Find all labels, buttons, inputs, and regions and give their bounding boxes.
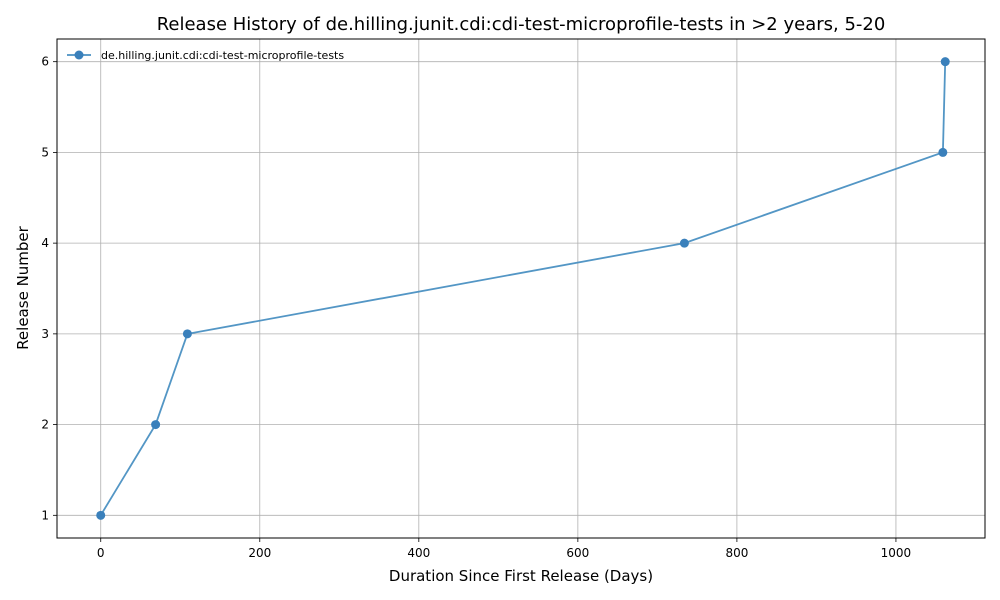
legend-marker-swatch xyxy=(74,50,84,60)
y-tick-label: 6 xyxy=(41,55,49,69)
series-line xyxy=(99,61,947,516)
y-tick-label: 3 xyxy=(41,327,49,341)
series-layer xyxy=(96,57,950,520)
y-tick-label: 2 xyxy=(41,418,49,432)
y-tick-label: 5 xyxy=(41,145,49,159)
data-point xyxy=(182,329,192,339)
y-axis-ticks: 1 2 3 4 5 6 xyxy=(41,55,57,522)
grid-lines xyxy=(57,39,985,538)
legend: de.hilling.junit.cdi:cdi-test-microprofi… xyxy=(67,49,344,62)
y-axis-title: Release Number xyxy=(14,225,32,349)
y-tick-label: 1 xyxy=(41,508,49,522)
x-tick-label: 1000 xyxy=(881,546,912,560)
x-tick-label: 600 xyxy=(566,546,589,560)
legend-label: de.hilling.junit.cdi:cdi-test-microprofi… xyxy=(101,49,344,62)
x-tick-label: 0 xyxy=(97,546,105,560)
data-point xyxy=(151,420,161,430)
x-tick-label: 200 xyxy=(248,546,271,560)
x-axis-ticks: 0 200 400 600 800 1000 xyxy=(97,538,911,560)
x-tick-label: 400 xyxy=(407,546,430,560)
x-axis-title: Duration Since First Release (Days) xyxy=(389,567,653,585)
data-point xyxy=(938,147,948,157)
data-point xyxy=(679,238,689,248)
plot-frame xyxy=(56,38,986,539)
chart-title: Release History of de.hilling.junit.cdi:… xyxy=(157,14,886,35)
data-point xyxy=(96,510,106,520)
data-point xyxy=(940,57,950,67)
x-tick-label: 800 xyxy=(725,546,748,560)
y-tick-label: 4 xyxy=(41,236,49,250)
